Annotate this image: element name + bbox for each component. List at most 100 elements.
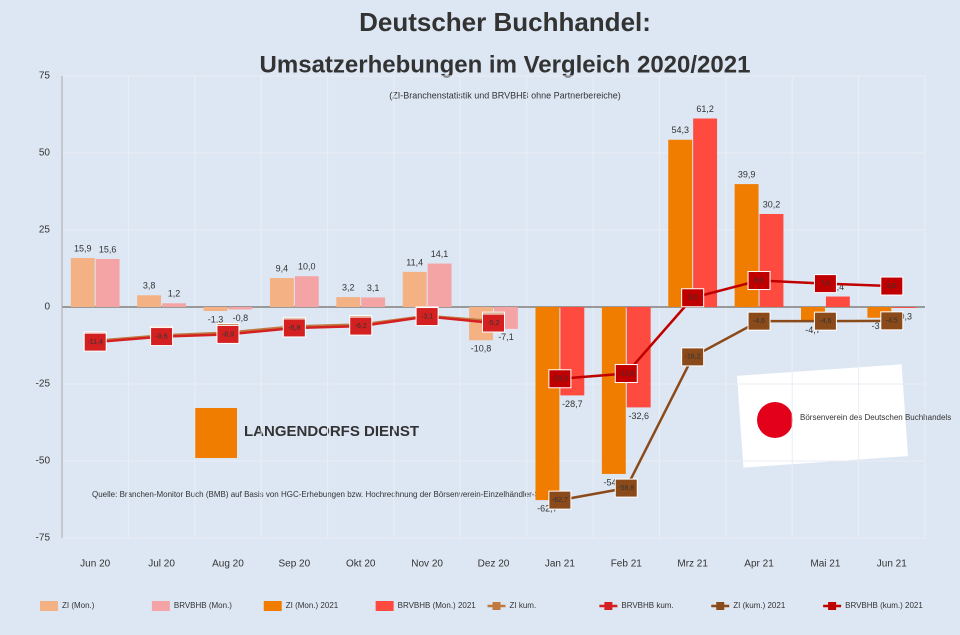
bar-value-label: -32,6 bbox=[628, 411, 649, 421]
bar-value-label: 54,3 bbox=[671, 125, 689, 135]
legend-label: BRVBHB (Mon.) 2021 bbox=[398, 601, 477, 610]
line-marker bbox=[681, 347, 705, 367]
x-tick-label: Aug 20 bbox=[212, 559, 244, 570]
x-tick-label: Feb 21 bbox=[611, 559, 643, 570]
bar bbox=[601, 307, 626, 474]
legend-label: BRVBHB (Mon.) bbox=[174, 601, 232, 610]
marker-value-label: -4,5 bbox=[886, 318, 898, 325]
bar bbox=[535, 307, 560, 501]
marker-value-label: -58,8 bbox=[618, 485, 634, 492]
bar-value-label: 3,8 bbox=[143, 281, 156, 291]
marker-value-label: -9,6 bbox=[156, 333, 168, 340]
bar-value-label: 3,2 bbox=[342, 283, 355, 293]
legend-label: BRVBHB kum. bbox=[621, 601, 673, 610]
logo-box bbox=[736, 364, 909, 468]
bar-value-label: -0,8 bbox=[233, 313, 249, 323]
bar bbox=[402, 271, 427, 307]
bar bbox=[427, 263, 452, 307]
chart-note: (ZI-Branchenstatistik und BRVBHB ohne Pa… bbox=[389, 90, 620, 100]
bar-value-label: 3,4 bbox=[832, 282, 845, 292]
bar-value-label: -62,7 bbox=[537, 503, 558, 513]
y-tick-label: -75 bbox=[36, 533, 51, 544]
legend-swatch bbox=[151, 601, 170, 611]
line-marker bbox=[813, 274, 837, 294]
logo-text: LANGENDORFS DIENST bbox=[244, 423, 419, 440]
logo-box bbox=[195, 408, 237, 458]
legend-label: ZI kum. bbox=[510, 601, 537, 610]
marker-value-label: -23,3 bbox=[552, 376, 568, 383]
x-tick-label: Dez 20 bbox=[478, 559, 510, 570]
legend-swatch bbox=[263, 601, 282, 611]
y-tick-label: -25 bbox=[36, 379, 51, 390]
marker-value-label: -5,2 bbox=[487, 320, 499, 327]
line-marker bbox=[282, 318, 306, 338]
legend-swatch-marker bbox=[828, 602, 837, 610]
logo-right: Börsenverein des Deutschen Buchhandels bbox=[736, 364, 951, 468]
marker-value-label: -4,6 bbox=[819, 318, 831, 325]
bar bbox=[228, 307, 253, 310]
x-tick-label: Okt 20 bbox=[346, 559, 376, 570]
line-marker bbox=[614, 478, 638, 498]
line-marker bbox=[482, 313, 505, 333]
marker-value-label: -8,9 bbox=[222, 331, 234, 338]
line-marker bbox=[216, 324, 240, 344]
legend-swatch bbox=[375, 601, 394, 611]
bar bbox=[759, 213, 784, 307]
bar bbox=[668, 139, 693, 307]
bar-value-label: 11,4 bbox=[406, 257, 423, 267]
x-tick-label: Jan 21 bbox=[545, 559, 575, 570]
logo-left: LANGENDORFS DIENST bbox=[195, 408, 419, 458]
x-tick-label: Sep 20 bbox=[278, 559, 310, 570]
x-tick-label: Mai 21 bbox=[810, 559, 840, 570]
x-tick-label: Jun 20 bbox=[80, 559, 110, 570]
line-marker bbox=[150, 327, 174, 347]
bar-value-label: 30,2 bbox=[763, 199, 781, 209]
x-tick-label: Nov 20 bbox=[411, 559, 443, 570]
y-tick-label: 75 bbox=[39, 71, 51, 82]
bar-value-label: -1,3 bbox=[208, 314, 224, 324]
marker-value-label: -4,6 bbox=[753, 318, 765, 325]
bar bbox=[269, 278, 294, 307]
line-marker bbox=[681, 288, 705, 308]
bar-value-label: 3,1 bbox=[367, 283, 380, 293]
line-marker bbox=[880, 276, 904, 296]
marker-value-label: 8,6 bbox=[754, 277, 764, 284]
bar bbox=[825, 296, 850, 307]
bar bbox=[626, 307, 651, 408]
line-marker bbox=[747, 271, 771, 291]
chart-subtitle: Umsatzerhebungen im Vergleich 2020/2021 bbox=[260, 51, 751, 78]
bar-value-label: -3,5 bbox=[872, 321, 888, 331]
bar bbox=[203, 307, 228, 312]
bar-value-label: -7,1 bbox=[498, 332, 514, 342]
bar-value-label: -54,2 bbox=[604, 477, 625, 487]
bar bbox=[137, 295, 162, 307]
line-marker bbox=[548, 369, 572, 389]
logo-text: Börsenverein des Deutschen Buchhandels bbox=[800, 413, 951, 422]
y-tick-label: 0 bbox=[44, 302, 50, 313]
marker-value-label: -6,8 bbox=[288, 325, 300, 332]
legend-label: ZI (kum.) 2021 bbox=[733, 601, 786, 610]
line-marker bbox=[614, 364, 638, 384]
legend-label: ZI (Mon.) bbox=[62, 601, 95, 610]
marker-value-label: -16,2 bbox=[685, 354, 701, 361]
bar bbox=[70, 258, 95, 307]
y-tick-label: 25 bbox=[39, 225, 51, 236]
x-tick-label: Apr 21 bbox=[744, 559, 774, 570]
line-marker bbox=[813, 311, 837, 331]
bar-value-label: 9,4 bbox=[276, 263, 289, 273]
bar-value-label: 14,1 bbox=[431, 249, 449, 259]
legend-swatch bbox=[40, 601, 58, 611]
line-marker bbox=[747, 311, 771, 331]
x-tick-label: Mrz 21 bbox=[677, 559, 708, 570]
line-marker bbox=[349, 316, 373, 336]
marker-value-label: 7,6 bbox=[821, 280, 831, 287]
bar-value-label: 39,9 bbox=[738, 169, 756, 179]
line-marker bbox=[83, 332, 107, 352]
bar-value-label: -0,3 bbox=[896, 311, 912, 321]
marker-value-label: -3,1 bbox=[421, 313, 433, 320]
line-marker bbox=[880, 311, 904, 331]
bar bbox=[336, 297, 361, 307]
line-marker bbox=[415, 307, 439, 327]
bar bbox=[95, 258, 120, 307]
